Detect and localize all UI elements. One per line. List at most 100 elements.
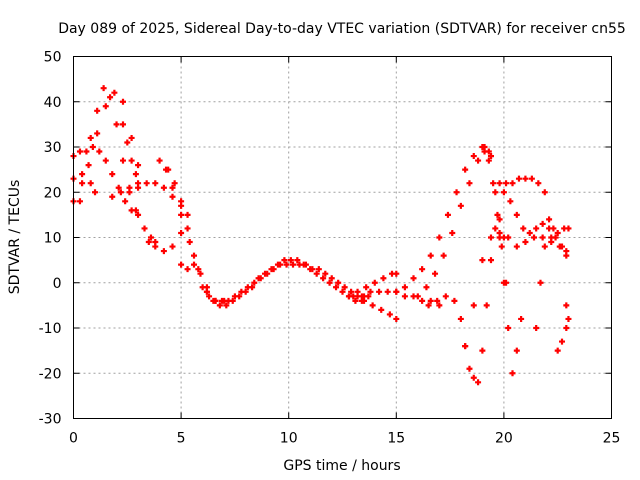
data-point <box>559 338 566 345</box>
data-point <box>320 275 327 282</box>
data-point <box>442 293 449 300</box>
data-point <box>87 180 94 187</box>
data-point <box>152 243 159 250</box>
data-point <box>539 220 546 227</box>
data-point <box>494 211 501 218</box>
series-track-23 <box>462 229 570 350</box>
data-point <box>386 311 393 318</box>
data-point <box>113 121 120 128</box>
data-point <box>96 148 103 155</box>
data-point <box>79 171 86 178</box>
data-point <box>348 288 355 295</box>
data-point <box>333 284 340 291</box>
data-point <box>487 153 494 160</box>
data-point <box>470 374 477 381</box>
data-point <box>132 171 139 178</box>
data-point <box>251 279 258 286</box>
data-point <box>115 184 122 191</box>
axis-ticks: 0 5 10 15 20 25 -30 -20 -10 0 10 20 30 40 50 <box>39 50 621 447</box>
data-point <box>165 166 172 173</box>
data-point <box>425 302 432 309</box>
series-track-3 <box>76 89 142 205</box>
data-point <box>294 257 301 264</box>
data-point <box>384 288 391 295</box>
series-track-15 <box>361 297 400 322</box>
data-point <box>126 184 133 191</box>
data-point <box>526 229 533 236</box>
series-track-6 <box>119 121 142 191</box>
data-point <box>191 252 198 259</box>
data-point <box>352 297 359 304</box>
data-point <box>107 94 114 101</box>
data-point <box>563 302 570 309</box>
y-tick-label: -10 <box>39 321 62 337</box>
data-point <box>124 139 131 146</box>
data-point <box>363 284 370 291</box>
data-point <box>535 180 542 187</box>
data-point <box>152 180 159 187</box>
data-point <box>457 202 464 209</box>
data-point <box>556 243 563 250</box>
data-point <box>457 315 464 322</box>
data-point <box>490 180 497 187</box>
data-point <box>470 153 477 160</box>
data-point <box>432 270 439 277</box>
data-point <box>498 243 505 250</box>
data-point <box>541 243 548 250</box>
data-point <box>339 288 346 295</box>
data-point <box>94 107 101 114</box>
data-points <box>70 85 572 386</box>
data-point <box>466 180 473 187</box>
data-point <box>509 180 516 187</box>
data-point <box>191 261 198 268</box>
data-point <box>218 297 225 304</box>
y-tick-label: 40 <box>44 95 62 111</box>
data-point <box>274 261 281 268</box>
data-point <box>487 234 494 241</box>
data-point <box>393 270 400 277</box>
data-point <box>380 275 387 282</box>
data-point <box>479 347 486 354</box>
data-point <box>313 270 320 277</box>
data-point <box>203 288 210 295</box>
data-point <box>171 180 178 187</box>
data-point <box>509 370 516 377</box>
data-point <box>522 239 529 246</box>
data-point <box>470 302 477 309</box>
data-point <box>427 297 434 304</box>
data-point <box>554 229 561 236</box>
data-point <box>206 293 213 300</box>
data-point <box>281 257 288 264</box>
data-point <box>128 134 135 141</box>
data-point <box>376 288 383 295</box>
data-point <box>451 297 458 304</box>
data-point <box>492 189 499 196</box>
data-point <box>169 193 176 200</box>
data-point <box>449 229 456 236</box>
data-point <box>485 157 492 164</box>
series-track-13 <box>350 288 443 309</box>
y-tick-label: 30 <box>44 140 62 156</box>
x-tick-label: 5 <box>177 431 186 447</box>
data-point <box>76 198 83 205</box>
data-point <box>479 257 486 264</box>
data-point <box>283 261 290 268</box>
series-track-1 <box>70 85 159 246</box>
data-point <box>481 144 488 150</box>
data-point <box>300 261 307 268</box>
data-point <box>141 225 148 232</box>
data-point <box>229 297 236 304</box>
series-track-20 <box>481 144 510 286</box>
series-track-10 <box>178 261 198 273</box>
data-point <box>111 89 118 96</box>
data-point <box>414 293 421 300</box>
data-point <box>496 229 503 236</box>
data-point <box>563 252 570 259</box>
data-point <box>87 134 94 141</box>
data-point <box>184 225 191 232</box>
data-point <box>354 288 361 295</box>
data-point <box>361 297 368 304</box>
data-point <box>565 225 572 232</box>
data-point <box>135 162 142 169</box>
